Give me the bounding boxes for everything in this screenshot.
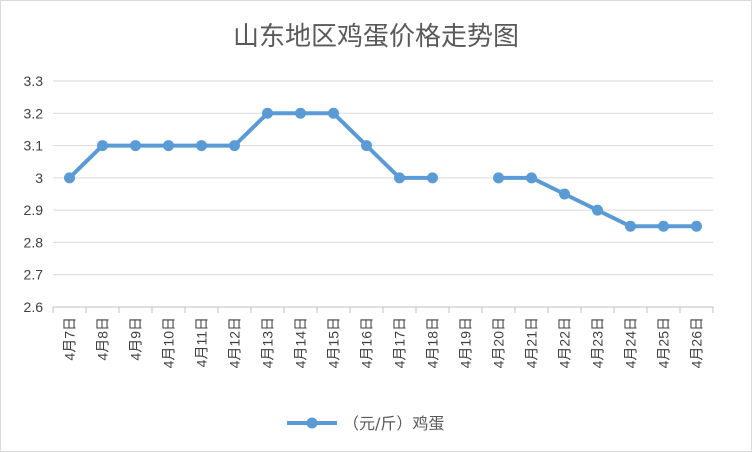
y-tick-label: 3.1	[24, 138, 44, 154]
x-tick-label: 4月8日	[95, 317, 111, 361]
x-tick-label: 4月21日	[524, 317, 540, 368]
data-point	[97, 140, 108, 152]
x-tick-label: 4月15日	[326, 317, 342, 368]
gridlines	[53, 80, 713, 308]
data-point	[394, 172, 405, 184]
x-tick-label: 4月25日	[656, 317, 672, 368]
y-tick-label: 3.2	[24, 105, 44, 121]
series-layer	[64, 107, 702, 232]
x-tick-label: 4月10日	[161, 317, 177, 368]
x-tick-label: 4月26日	[689, 317, 705, 368]
y-tick-label: 2.8	[24, 234, 44, 250]
data-point	[64, 172, 75, 184]
y-tick-label: 3.3	[24, 73, 44, 89]
x-tick-label: 4月23日	[590, 317, 606, 368]
x-tick-label: 4月18日	[425, 317, 441, 368]
x-tick-label: 4月17日	[392, 317, 408, 368]
data-point	[691, 220, 702, 232]
data-point	[493, 172, 504, 184]
x-tick-label: 4月24日	[623, 317, 639, 368]
data-point	[196, 140, 207, 152]
data-point	[328, 107, 339, 119]
x-tick-label: 4月9日	[128, 317, 144, 361]
x-axis: 4月7日 4月8日 4月9日 4月10日 4月11日 4月12日 4月13日 4月14日 4月1…	[52, 307, 714, 368]
x-tick-label: 4月20日	[491, 317, 507, 368]
x-tick-label: 4月12日	[227, 317, 243, 368]
chart-title: 山东地区鸡蛋价格走势图	[233, 22, 519, 52]
y-tick-label: 2.7	[24, 267, 44, 283]
legend: （元/斤）鸡蛋	[287, 414, 444, 433]
y-tick-label: 2.9	[24, 202, 44, 218]
data-point	[361, 140, 372, 152]
data-point	[163, 140, 174, 152]
x-tick-label: 4月14日	[293, 317, 309, 368]
data-point	[625, 220, 636, 232]
y-axis-ticks: 2.6 2.7 2.8 2.9 3 3.1 3.2 3.3	[24, 73, 44, 315]
data-point	[229, 140, 240, 152]
data-point	[262, 107, 273, 119]
x-tick-label: 4月16日	[359, 317, 375, 368]
x-tick-label: 4月22日	[557, 317, 573, 368]
x-tick-label: 4月13日	[260, 317, 276, 368]
x-tick-label: 4月7日	[62, 317, 78, 361]
data-point	[427, 172, 438, 184]
data-point	[592, 204, 603, 216]
y-tick-label: 3	[35, 170, 43, 186]
legend-label: （元/斤）鸡蛋	[343, 414, 444, 433]
data-point	[526, 172, 537, 184]
legend-dot-marker	[306, 417, 318, 429]
data-point	[295, 107, 306, 119]
data-point	[130, 140, 141, 152]
data-point	[559, 188, 570, 200]
x-tick-label: 4月11日	[194, 317, 210, 367]
data-point	[658, 220, 669, 232]
series-line	[496, 175, 699, 229]
x-tick-label: 4月19日	[458, 317, 474, 368]
y-tick-label: 2.6	[24, 299, 44, 315]
